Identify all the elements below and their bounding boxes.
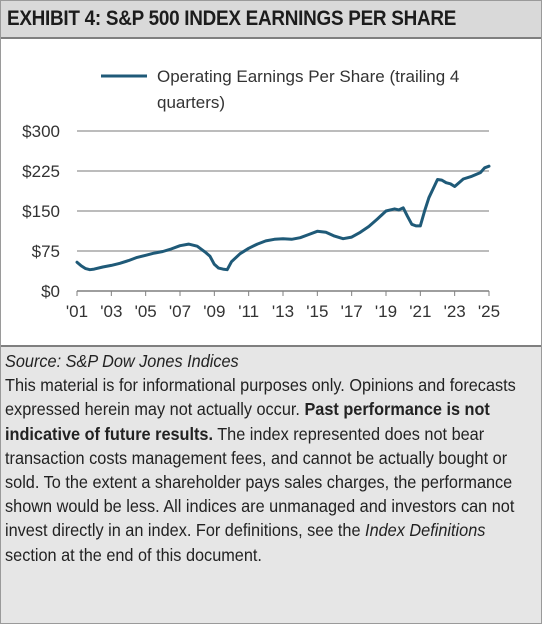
series-line-operating-eps [75,164,491,272]
divider [1,345,541,347]
y-tick-label: $300 [22,122,60,141]
x-tick-label: '23 [444,302,466,321]
y-tick-label: $225 [22,162,60,181]
x-tick-label: '25 [478,302,500,321]
x-tick-label: '17 [341,302,363,321]
eps-line-chart: Operating Earnings Per Share (trailing 4… [22,67,500,321]
disclosure-bold: Past performance is not indicative of fu… [5,399,490,444]
x-tick-label: '21 [409,302,431,321]
index-definitions-reference: Index Definitions [365,520,486,541]
legend-label-line2: quarters) [157,93,225,112]
exhibit-title: EXHIBIT 4: S&P 500 INDEX EARNINGS PER SH… [7,7,457,30]
x-tick-label: '19 [375,302,397,321]
y-tick-label: $0 [41,282,60,301]
x-tick-label: '13 [272,302,294,321]
y-tick-label: $150 [22,202,60,221]
chart-area: Operating Earnings Per Share (trailing 4… [1,39,541,345]
disclosure-text-1: This material is for informational purpo… [5,375,516,420]
x-tick-label: '01 [66,302,88,321]
disclosure-text-2: The index represented does not bear tran… [5,423,515,541]
source-note: Source: S&P Dow Jones Indices [5,351,239,371]
exhibit-header: EXHIBIT 4: S&P 500 INDEX EARNINGS PER SH… [1,1,541,39]
x-tick-label: '11 [238,302,259,321]
x-tick-label: '05 [135,302,157,321]
x-tick-label: '07 [169,302,191,321]
x-tick-label: '09 [203,302,225,321]
x-tick-label: '03 [100,302,122,321]
disclosure-notes: Source: S&P Dow Jones Indices This mater… [5,349,537,567]
y-tick-label: $75 [32,242,60,261]
legend-label-line1: Operating Earnings Per Share (trailing 4 [157,67,459,86]
disclosure-text-3: section at the end of this document. [5,544,262,565]
x-tick-label: '15 [306,302,328,321]
